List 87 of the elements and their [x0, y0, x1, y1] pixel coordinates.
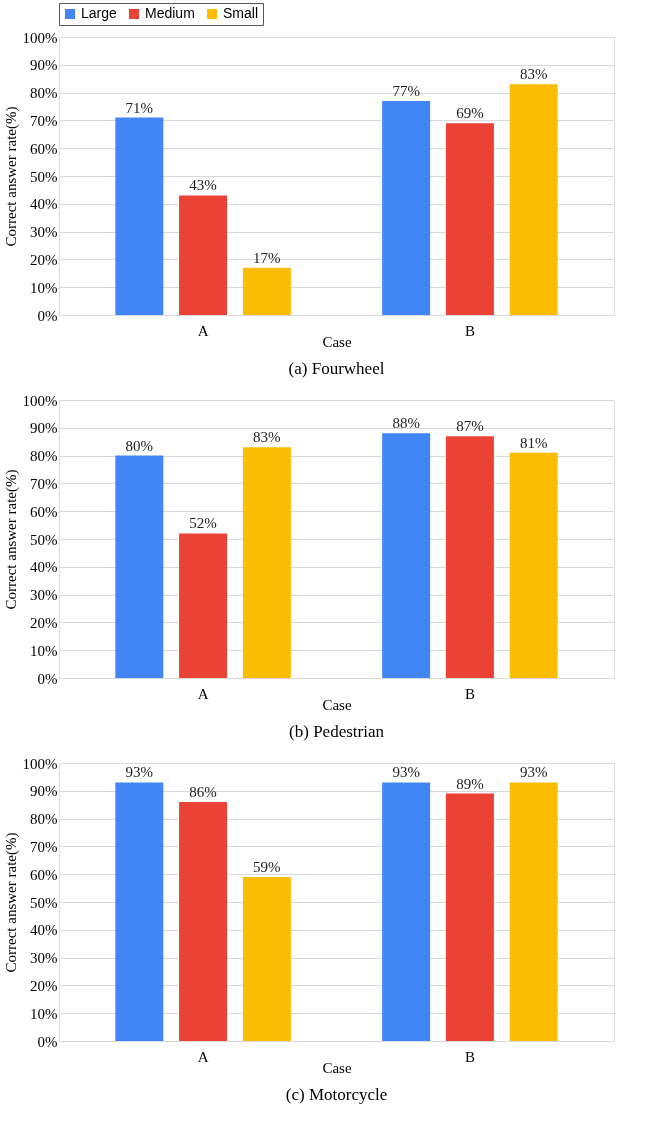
y-tick-label: 40% — [30, 922, 58, 939]
y-tick-label: 30% — [30, 587, 58, 604]
x-tick-label: B — [464, 322, 475, 339]
y-tick-label: 60% — [30, 503, 58, 520]
x-tick-label: B — [464, 685, 475, 702]
bar — [115, 117, 164, 315]
data-label: 83% — [519, 66, 548, 83]
bar — [445, 436, 494, 678]
x-tick-label: A — [197, 1048, 209, 1065]
bar — [242, 876, 291, 1041]
legend-label: Medium — [145, 5, 195, 21]
y-tick-label: 100% — [22, 392, 58, 409]
y-tick-label: 70% — [30, 475, 58, 492]
y-tick-label: 20% — [30, 251, 58, 268]
y-tick-label: 70% — [30, 838, 58, 855]
data-label: 93% — [125, 764, 154, 781]
data-label: 83% — [253, 429, 281, 446]
data-label: 81% — [519, 434, 548, 451]
bar — [242, 447, 291, 678]
y-axis-title: Correct answer rate(%) — [2, 106, 20, 247]
y-tick-label: 100% — [22, 755, 58, 772]
bar — [179, 195, 228, 315]
y-tick-label: 80% — [30, 85, 58, 102]
x-tick-label: B — [464, 1048, 475, 1065]
y-tick-label: 20% — [30, 614, 58, 631]
y-tick-label: 0% — [37, 307, 58, 324]
y-tick-label: 40% — [30, 196, 58, 213]
legend-label: Large — [81, 5, 118, 21]
bar — [382, 782, 431, 1041]
y-tick-label: 100% — [22, 29, 58, 46]
y-tick-label: 60% — [30, 140, 58, 157]
y-tick-label: 10% — [30, 279, 58, 296]
x-axis-title: Case — [322, 696, 352, 713]
y-tick-label: 50% — [30, 894, 58, 911]
data-label: 93% — [392, 764, 420, 781]
y-tick-label: 80% — [30, 448, 58, 465]
bar — [445, 793, 494, 1041]
text: (b) Pedestrian — [289, 722, 385, 741]
bar — [179, 533, 228, 678]
data-label: 71% — [125, 99, 154, 116]
bar — [115, 455, 164, 678]
y-tick-label: 90% — [30, 420, 58, 437]
y-tick-label: 50% — [30, 531, 58, 548]
text: (c) Motorcycle — [285, 1085, 388, 1104]
bar — [509, 782, 558, 1041]
bar — [382, 433, 431, 678]
data-label: 77% — [392, 82, 420, 99]
bar — [382, 100, 431, 315]
y-tick-label: 60% — [30, 866, 58, 883]
data-label: 89% — [456, 775, 484, 792]
x-axis-title: Case — [322, 333, 352, 350]
bar — [509, 84, 558, 315]
y-tick-label: 80% — [30, 811, 58, 828]
text: (a) Fourwheel — [288, 359, 385, 378]
x-axis-title: Case — [322, 1059, 352, 1076]
data-label: 87% — [456, 418, 484, 435]
y-tick-label: 10% — [30, 642, 58, 659]
data-label: 88% — [392, 415, 420, 432]
y-tick-label: 30% — [30, 950, 58, 967]
y-tick-label: 10% — [30, 1005, 58, 1022]
bar — [242, 267, 291, 315]
legend-label: Small — [223, 5, 259, 21]
data-label: 52% — [189, 515, 217, 532]
y-tick-label: 70% — [30, 112, 58, 129]
data-label: 59% — [253, 858, 281, 875]
y-axis-title: Correct answer rate(%) — [2, 832, 20, 973]
data-label: 43% — [189, 177, 217, 194]
y-tick-label: 30% — [30, 224, 58, 241]
data-label: 17% — [253, 249, 281, 266]
y-tick-label: 0% — [37, 1033, 58, 1050]
y-tick-label: 0% — [37, 670, 58, 687]
y-tick-label: 90% — [30, 57, 58, 74]
bar — [115, 782, 164, 1041]
bar — [179, 801, 228, 1041]
x-tick-label: A — [197, 685, 209, 702]
y-tick-label: 40% — [30, 559, 58, 576]
x-tick-label: A — [197, 322, 209, 339]
data-label: 80% — [125, 437, 154, 454]
y-axis-title: Correct answer rate(%) — [2, 469, 20, 610]
bar — [509, 452, 558, 678]
y-tick-label: 90% — [30, 783, 58, 800]
data-label: 93% — [519, 764, 548, 781]
bar — [445, 123, 494, 315]
data-label: 69% — [456, 105, 484, 122]
y-tick-label: 20% — [30, 977, 58, 994]
y-tick-label: 50% — [30, 168, 58, 185]
data-label: 86% — [189, 783, 217, 800]
